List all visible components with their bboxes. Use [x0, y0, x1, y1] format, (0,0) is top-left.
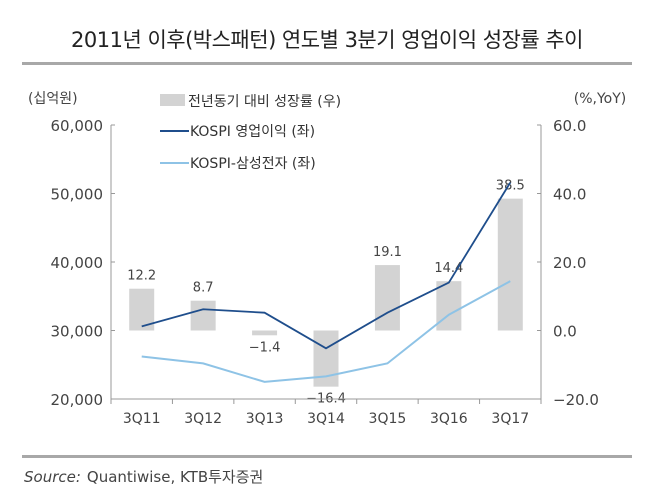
left-tick-label: 40,000: [51, 254, 104, 272]
bar-3Q13: [252, 330, 278, 336]
x-tick-label: 3Q12: [184, 411, 222, 427]
left-tick-label: 50,000: [51, 186, 104, 204]
line-series-kospi-ex-samsung: [141, 280, 511, 383]
legend-label-bar: 전년동기 대비 성장률 (우): [188, 94, 341, 110]
line-series-kospi-operating-profit: [141, 182, 512, 350]
right-axis-unit: (%,YoY): [574, 91, 627, 107]
bar-3Q15: [374, 265, 400, 331]
right-tick-label: 0.0: [553, 323, 577, 341]
right-tick-label: 60.0: [553, 117, 586, 135]
x-tick-label: 3Q15: [369, 411, 407, 427]
bar-data-label: 19.1: [373, 245, 402, 260]
legend-label-line1: KOSPI 영업이익 (좌): [190, 124, 315, 140]
top-divider: [22, 62, 632, 65]
x-tick-label: 3Q11: [123, 411, 161, 427]
bar-data-label: −1.4: [249, 340, 281, 355]
right-tick-label: 40.0: [553, 186, 586, 204]
bar-3Q17: [497, 198, 523, 331]
left-tick-label: 30,000: [51, 323, 104, 341]
right-tick-label: 20.0: [553, 254, 586, 272]
left-tick-label: 60,000: [51, 117, 104, 135]
source-label: Source:: [24, 468, 81, 486]
right-tick-label: −20.0: [553, 391, 599, 409]
source-text: Quantiwise, KTB투자증권: [86, 468, 264, 486]
x-tick-label: 3Q13: [246, 411, 284, 427]
bar-data-label: 14.4: [434, 261, 463, 276]
bar-3Q14: [313, 330, 339, 387]
chart-title: 2011년 이후(박스패턴) 연도별 3분기 영업이익 성장률 추이: [71, 28, 583, 52]
left-axis-unit: (십억원): [28, 91, 78, 107]
x-tick-label: 3Q14: [307, 411, 345, 427]
source-note: Source: Quantiwise, KTB투자증권: [24, 466, 263, 487]
x-tick-label: 3Q17: [491, 411, 529, 427]
bottom-divider: [22, 455, 632, 458]
left-tick-label: 20,000: [51, 391, 104, 409]
bar-data-label: 12.2: [127, 269, 156, 284]
bar-data-label: 8.7: [193, 281, 214, 296]
legend-label-line2: KOSPI-삼성전자 (좌): [190, 156, 316, 172]
bar-data-label: 38.5: [496, 179, 525, 194]
legend-swatch-bar: [160, 94, 185, 106]
x-tick-label: 3Q16: [430, 411, 468, 427]
bar-3Q12: [190, 300, 216, 331]
bar-3Q16: [436, 281, 462, 331]
